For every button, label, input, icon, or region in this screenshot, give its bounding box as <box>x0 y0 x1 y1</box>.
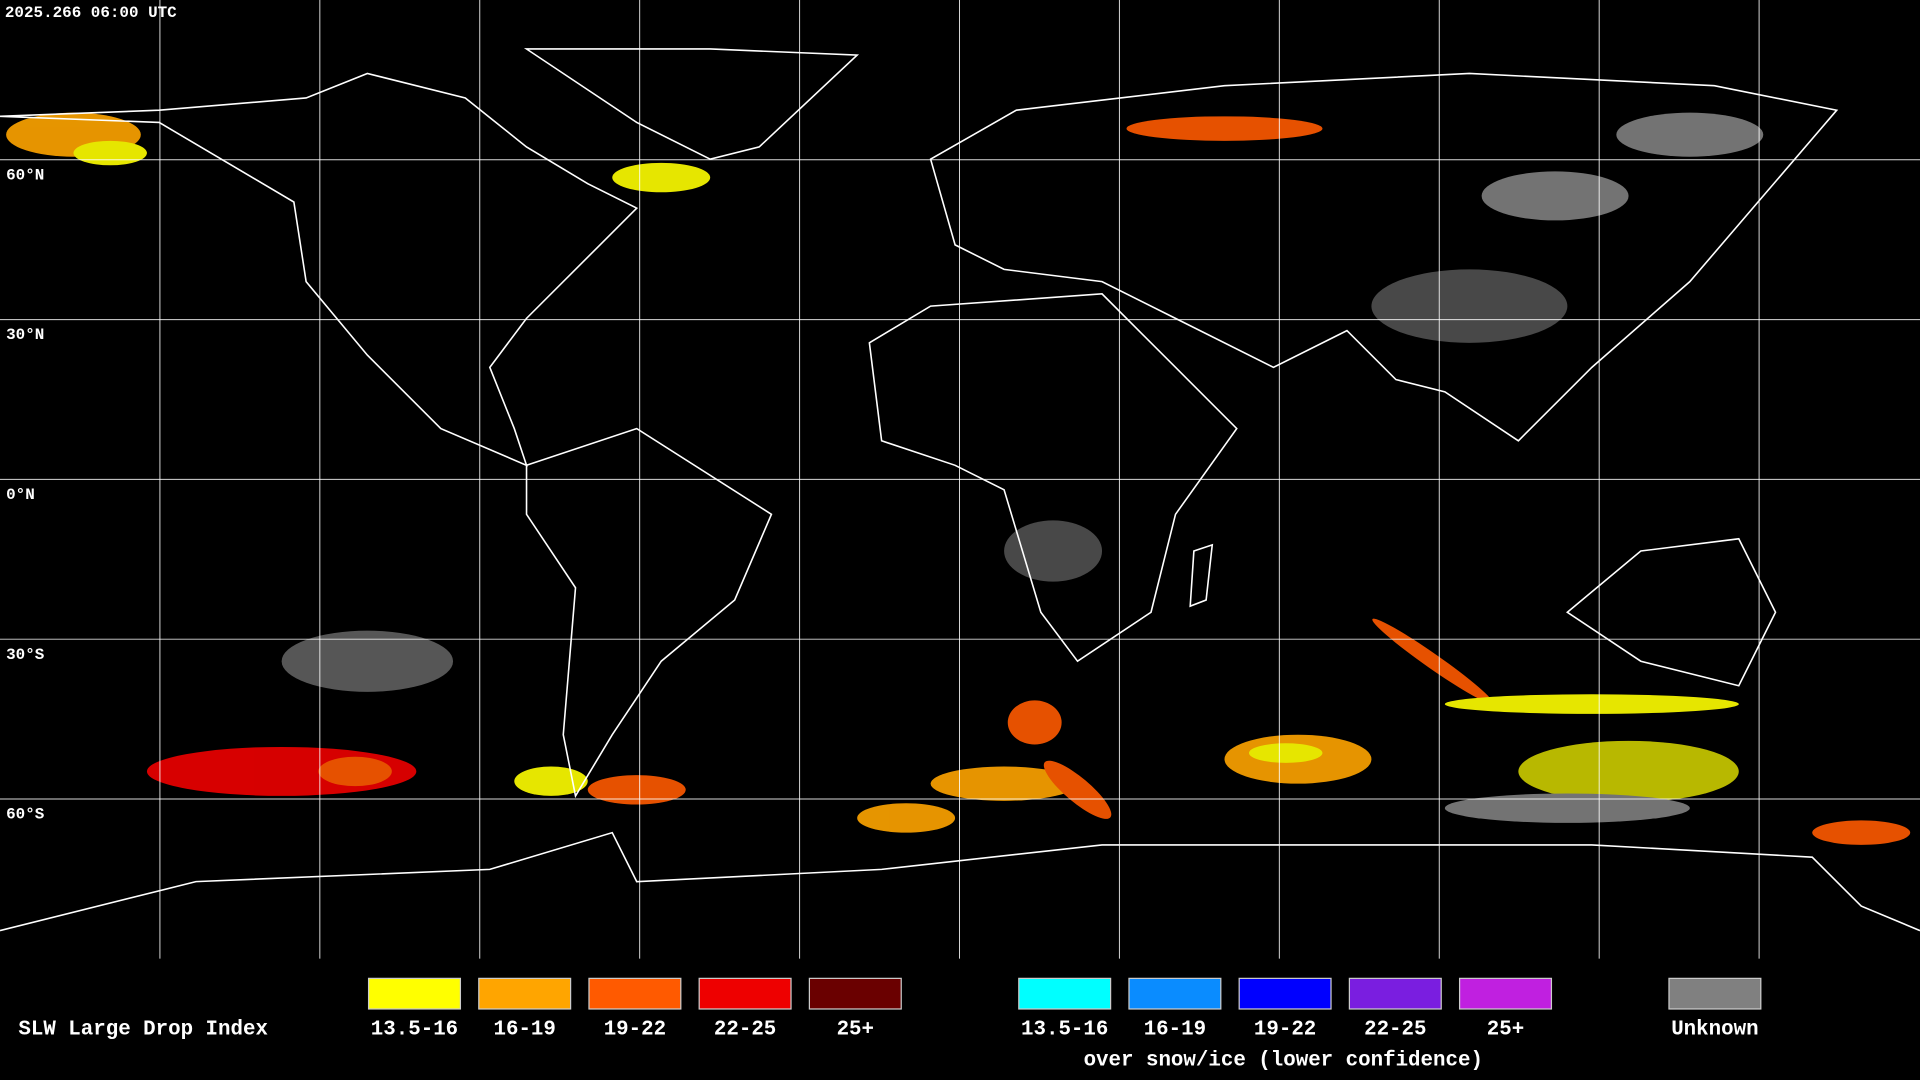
legend-swatch <box>478 977 572 1010</box>
lat-label: 30°N <box>6 326 44 344</box>
legend-swatch <box>1458 977 1553 1010</box>
legend-swatch <box>1668 977 1762 1010</box>
cloud-blob <box>1444 793 1690 823</box>
lat-label: 60°N <box>6 166 44 184</box>
legend-title: SLW Large Drop Index <box>18 1019 268 1042</box>
coastline <box>868 293 1238 663</box>
legend-background <box>0 958 1920 1080</box>
legend-swatch <box>698 977 792 1010</box>
legend-swatch <box>1348 977 1442 1010</box>
cloud-blob <box>1004 520 1103 582</box>
legend-swatch <box>367 977 462 1010</box>
graticule <box>0 0 1920 959</box>
lat-label: 60°S <box>6 806 45 824</box>
coastline <box>0 831 1920 932</box>
cloud-blob <box>1371 269 1568 343</box>
cloud-blob <box>318 756 392 787</box>
cloud-blob <box>1372 618 1493 704</box>
cloud-blob <box>1043 760 1112 819</box>
cloud-blob <box>1616 112 1764 157</box>
cloud-blob <box>1007 700 1062 745</box>
legend-label: 25+ <box>837 1019 874 1042</box>
coastline <box>525 427 773 799</box>
legend-label: 22-25 <box>1364 1019 1426 1042</box>
legend-swatch <box>1238 977 1332 1010</box>
legend-label: 19-22 <box>1254 1019 1316 1042</box>
coastline <box>523 48 860 161</box>
cloud-blob <box>281 630 454 692</box>
cloud-blob <box>930 766 1078 801</box>
legend-label: 19-22 <box>604 1019 666 1042</box>
legend-label: 16-19 <box>1144 1019 1206 1042</box>
cloud-blob <box>1444 694 1739 714</box>
cloud-blob <box>1812 820 1911 845</box>
legend-label: 13.5-16 <box>1021 1019 1108 1042</box>
legend-label: 13.5-16 <box>371 1019 458 1042</box>
legend-label: 25+ <box>1487 1019 1524 1042</box>
coastline <box>0 72 639 467</box>
cloud-blob <box>612 162 711 193</box>
coastlines <box>0 48 1920 932</box>
snow-note: over snow/ice (lower confidence) <box>1084 1049 1483 1072</box>
cloud-blob <box>1481 171 1629 221</box>
lat-label: 0°N <box>6 486 35 504</box>
legend-swatch <box>588 977 682 1010</box>
cloud-blob <box>73 140 147 166</box>
cloud-blob <box>1126 116 1323 141</box>
lat-label: 30°S <box>6 646 45 664</box>
legend-swatch <box>808 977 902 1010</box>
legend-label: 16-19 <box>493 1019 555 1042</box>
coastline <box>1566 537 1777 687</box>
cloud-blob <box>857 803 956 833</box>
cloud-blob <box>587 775 686 805</box>
coastline <box>1189 543 1214 608</box>
cloud-blob <box>514 766 588 796</box>
legend-swatch <box>1018 977 1112 1010</box>
legend-label: Unknown <box>1671 1019 1758 1042</box>
cloud-blob <box>1248 743 1323 763</box>
timestamp: 2025.266 06:00 UTC <box>5 4 177 22</box>
legend-label: 22-25 <box>714 1019 776 1042</box>
coastline <box>929 72 1839 442</box>
legend-swatch <box>1128 977 1222 1010</box>
legend: 13.5-16 16-19 19-22 22-25 25+ 13.5-16 16-19 19-… <box>367 977 1762 1042</box>
cloud-fields <box>6 112 1911 845</box>
cloud-blob <box>1518 740 1739 803</box>
